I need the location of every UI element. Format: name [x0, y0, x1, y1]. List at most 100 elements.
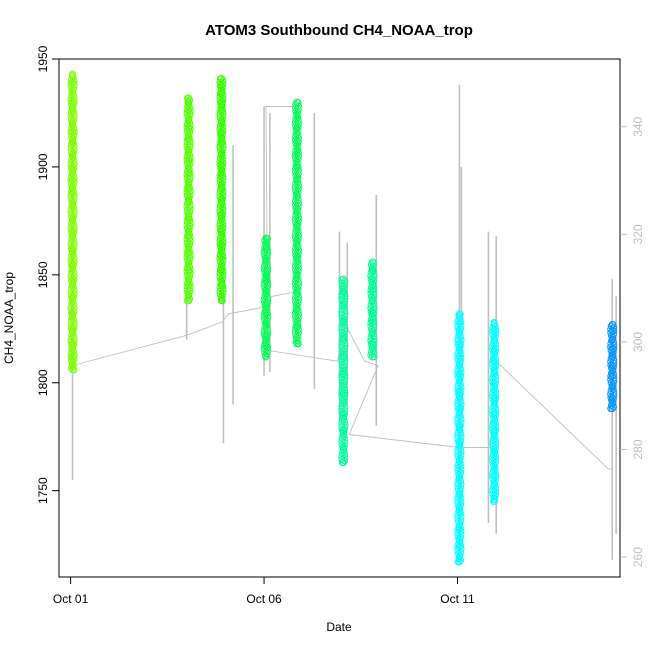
- data-point: [69, 215, 77, 223]
- data-point: [185, 185, 193, 192]
- data-point: [261, 291, 269, 299]
- data-point: [339, 409, 347, 417]
- data-point: [68, 332, 76, 340]
- data-point: [69, 163, 77, 171]
- data-point: [293, 111, 301, 119]
- data-point: [608, 350, 616, 358]
- series-cluster: [367, 258, 378, 361]
- data-point: [69, 150, 77, 158]
- data-point: [608, 320, 616, 328]
- data-point: [292, 291, 300, 299]
- data-point: [455, 405, 463, 413]
- plot-frame: [58, 58, 621, 578]
- data-point: [491, 434, 499, 442]
- data-point: [185, 282, 193, 290]
- y-tick-label: 1850: [36, 261, 50, 288]
- data-point: [69, 275, 77, 283]
- chart-title: ATOM3 Southbound CH4_NOAA_trop: [205, 22, 473, 39]
- data-point: [455, 526, 463, 534]
- data-point: [455, 558, 463, 566]
- data-point: [68, 299, 76, 307]
- data-point: [338, 402, 346, 410]
- data-point: [489, 371, 497, 379]
- data-point: [490, 368, 498, 376]
- data-point: [454, 428, 462, 436]
- series-cluster: [338, 275, 349, 467]
- data-point: [293, 236, 301, 244]
- data-point: [185, 169, 193, 177]
- data-point: [69, 310, 77, 318]
- data-point: [455, 508, 463, 516]
- data-point: [69, 128, 77, 136]
- data-point: [218, 217, 226, 225]
- data-point: [368, 267, 376, 275]
- data-point: [368, 329, 376, 337]
- data-point: [609, 371, 617, 379]
- data-point: [67, 364, 75, 372]
- data-point: [69, 283, 77, 291]
- data-point: [218, 297, 225, 305]
- data-point: [455, 327, 463, 335]
- data-point: [341, 386, 349, 394]
- data-point: [491, 323, 499, 331]
- data-point: [185, 107, 193, 115]
- data-point: [294, 146, 302, 154]
- data-point: [455, 543, 463, 551]
- data-point: [69, 139, 77, 147]
- x-axis-label: Date: [326, 620, 352, 634]
- data-point: [218, 90, 225, 98]
- data-point: [455, 331, 463, 339]
- data-point: [368, 286, 376, 294]
- y-tick-label: 1950: [36, 45, 50, 72]
- data-point: [69, 98, 77, 106]
- data-point: [218, 139, 225, 147]
- data-point: [262, 288, 270, 296]
- data-point: [69, 189, 77, 197]
- data-point: [607, 401, 615, 409]
- data-point: [263, 238, 271, 246]
- data-point: [69, 87, 77, 95]
- data-point: [292, 115, 300, 123]
- data-point: [608, 369, 616, 377]
- data-point: [185, 197, 193, 205]
- data-point: [489, 483, 497, 491]
- data-point: [368, 308, 376, 316]
- data-point: [262, 267, 270, 275]
- data-point: [68, 188, 76, 196]
- data-point: [218, 241, 225, 249]
- data-point: [368, 297, 376, 305]
- data-point: [368, 343, 376, 351]
- data-point: [608, 383, 616, 391]
- data-point: [490, 472, 498, 480]
- data-point: [368, 340, 376, 348]
- data-point: [455, 474, 463, 482]
- data-point: [369, 262, 377, 270]
- data-point: [69, 340, 77, 348]
- data-point: [186, 183, 194, 191]
- data-point: [490, 336, 498, 344]
- data-point: [261, 324, 269, 332]
- data-point: [185, 215, 193, 223]
- data-point: [456, 556, 464, 564]
- y2-tick-label: 260: [631, 547, 645, 567]
- data-point: [217, 294, 225, 301]
- data-point: [185, 267, 193, 275]
- data-point: [186, 263, 194, 271]
- data-point: [608, 353, 616, 361]
- data-point: [490, 386, 498, 394]
- data-point: [339, 275, 347, 283]
- data-point: [457, 365, 465, 373]
- data-point: [69, 292, 77, 300]
- data-point: [293, 163, 301, 171]
- data-point: [262, 353, 270, 361]
- data-point: [489, 339, 497, 347]
- primary-series-layer: [67, 70, 618, 566]
- data-point: [456, 315, 464, 323]
- data-point: [262, 342, 270, 350]
- data-point: [608, 336, 616, 344]
- data-point: [217, 234, 225, 242]
- y-axis-label: CH4_NOAA_trop: [2, 272, 16, 364]
- data-point: [69, 70, 77, 78]
- data-point: [293, 124, 301, 132]
- data-point: [293, 221, 301, 229]
